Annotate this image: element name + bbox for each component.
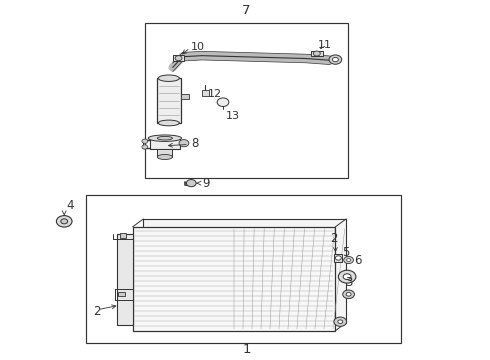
Text: 10: 10 — [191, 42, 205, 52]
Text: 11: 11 — [318, 40, 332, 50]
Bar — [117, 234, 133, 325]
Circle shape — [332, 58, 338, 62]
Text: 8: 8 — [191, 137, 198, 150]
Ellipse shape — [157, 136, 172, 140]
Bar — [150, 138, 180, 149]
Text: 7: 7 — [242, 4, 251, 17]
Circle shape — [179, 140, 189, 147]
Bar — [145, 23, 347, 179]
Circle shape — [142, 145, 148, 149]
Circle shape — [346, 293, 351, 296]
Circle shape — [56, 216, 72, 227]
Bar — [144, 219, 346, 323]
Text: 4: 4 — [67, 199, 74, 212]
Text: 5: 5 — [342, 246, 349, 259]
Text: 1: 1 — [242, 343, 251, 356]
Circle shape — [343, 256, 353, 264]
Bar — [157, 149, 172, 157]
Text: 9: 9 — [202, 177, 210, 190]
Circle shape — [334, 317, 346, 327]
Bar — [311, 51, 323, 57]
Circle shape — [175, 56, 182, 61]
Ellipse shape — [157, 154, 172, 159]
Circle shape — [329, 55, 342, 64]
Text: 6: 6 — [354, 253, 362, 266]
Bar — [119, 292, 125, 296]
Circle shape — [338, 270, 356, 283]
Ellipse shape — [158, 75, 179, 81]
Text: 13: 13 — [226, 111, 240, 121]
Circle shape — [186, 180, 196, 187]
Text: 3: 3 — [344, 276, 352, 289]
Circle shape — [142, 139, 148, 143]
Circle shape — [61, 219, 68, 224]
Circle shape — [343, 274, 351, 279]
Bar — [120, 233, 126, 238]
Bar — [86, 195, 401, 343]
Bar — [157, 78, 180, 123]
Circle shape — [217, 98, 229, 107]
Text: 2: 2 — [94, 305, 101, 318]
Ellipse shape — [158, 120, 179, 126]
Bar — [180, 94, 189, 99]
Circle shape — [338, 320, 343, 324]
Text: 12: 12 — [208, 89, 222, 99]
Bar — [334, 255, 342, 262]
Circle shape — [314, 51, 320, 56]
Bar — [133, 227, 335, 330]
Text: 2: 2 — [330, 232, 338, 245]
Circle shape — [346, 258, 350, 261]
Circle shape — [335, 256, 341, 260]
Bar — [202, 90, 209, 96]
Ellipse shape — [148, 135, 181, 141]
Bar — [172, 55, 184, 61]
Circle shape — [343, 290, 354, 298]
